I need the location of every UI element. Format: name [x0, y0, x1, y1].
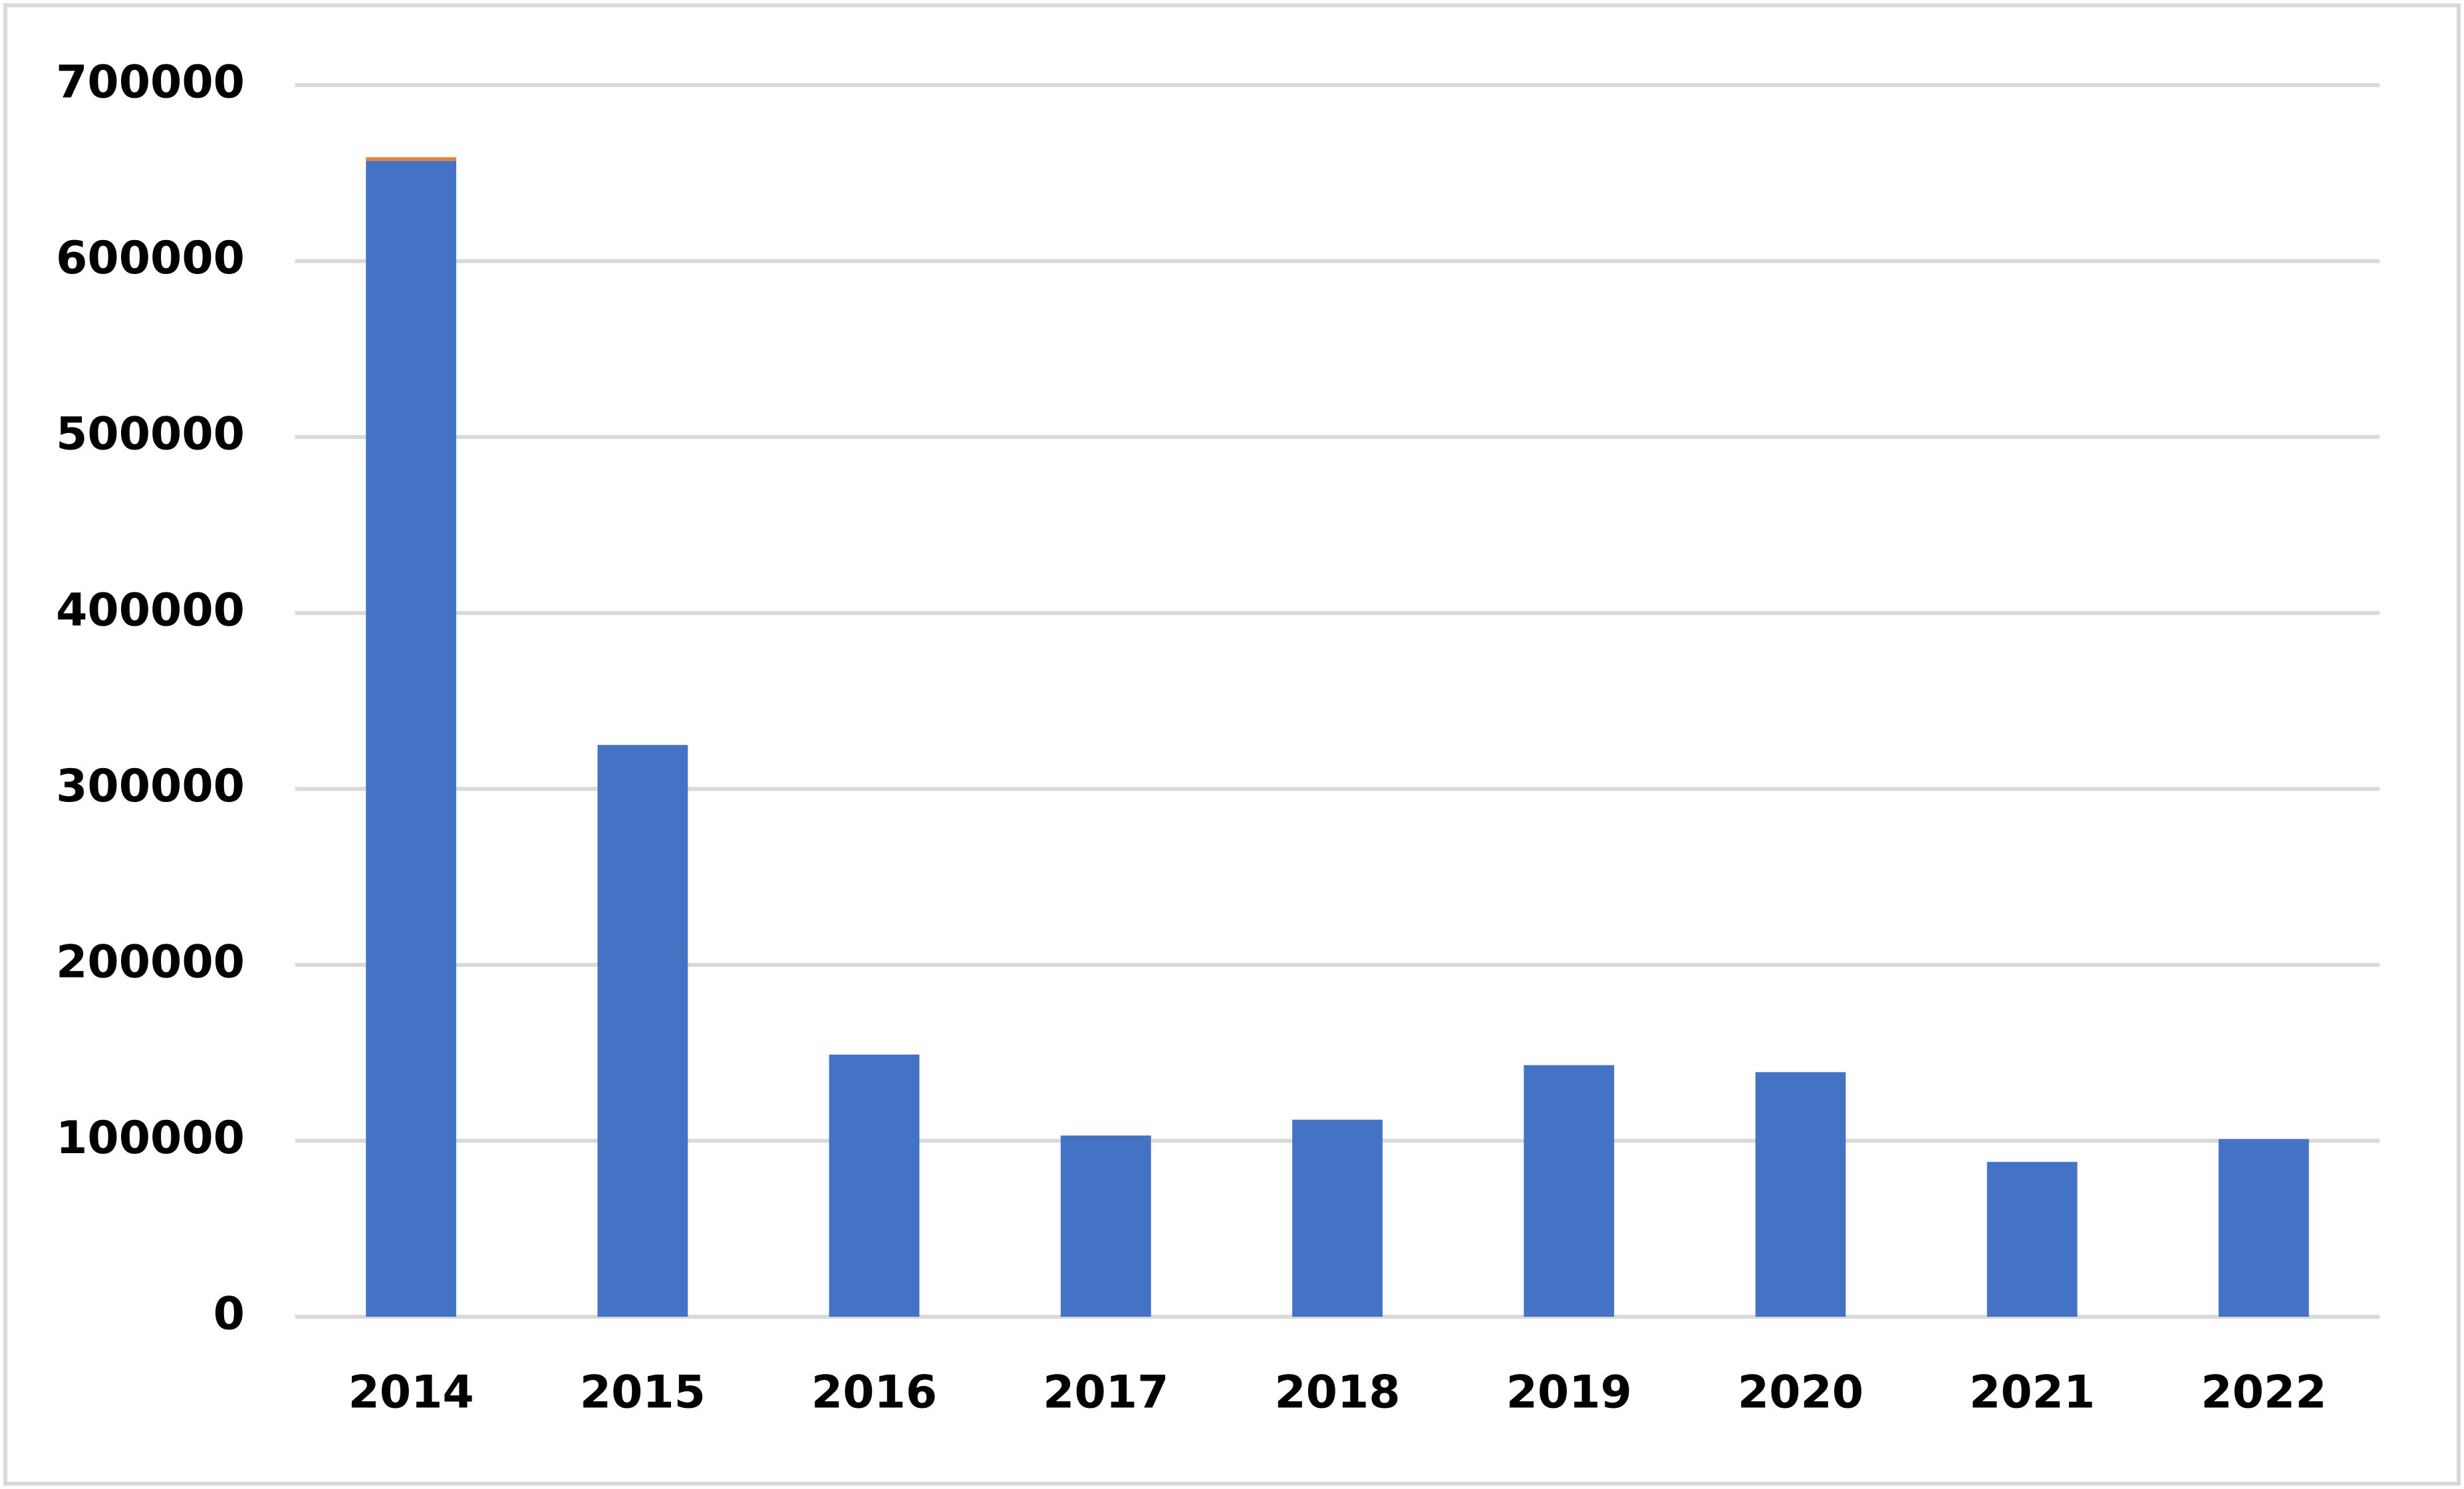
x-tick-label: 2018 [1274, 1367, 1400, 1419]
y-tick-label: 600000 [56, 232, 245, 285]
x-tick-label: 2016 [811, 1367, 937, 1419]
y-tick-label: 0 [213, 1288, 245, 1341]
y-tick-label: 500000 [56, 408, 245, 461]
bar [366, 157, 457, 161]
y-tick-label: 700000 [56, 57, 245, 109]
bar [597, 745, 688, 1317]
x-tick-label: 2021 [1969, 1367, 2095, 1419]
x-tick-label: 2014 [348, 1367, 474, 1419]
bar [2218, 1139, 2309, 1317]
bar [1292, 1119, 1383, 1317]
bar [1524, 1065, 1615, 1317]
y-tick-label: 200000 [56, 936, 245, 988]
bar [366, 160, 457, 1317]
x-tick-label: 2019 [1506, 1367, 1632, 1419]
x-tick-label: 2017 [1043, 1367, 1168, 1419]
bar [1986, 1162, 2078, 1317]
y-tick-label: 100000 [56, 1112, 245, 1164]
x-tick-label: 2020 [1738, 1367, 1863, 1419]
x-tick-label: 2022 [2201, 1367, 2326, 1419]
bar [1060, 1135, 1151, 1317]
x-tick-label: 2015 [580, 1367, 706, 1419]
bar [829, 1054, 920, 1317]
y-tick-label: 400000 [56, 584, 245, 636]
y-tick-label: 300000 [56, 760, 245, 813]
bar [1755, 1072, 1846, 1317]
